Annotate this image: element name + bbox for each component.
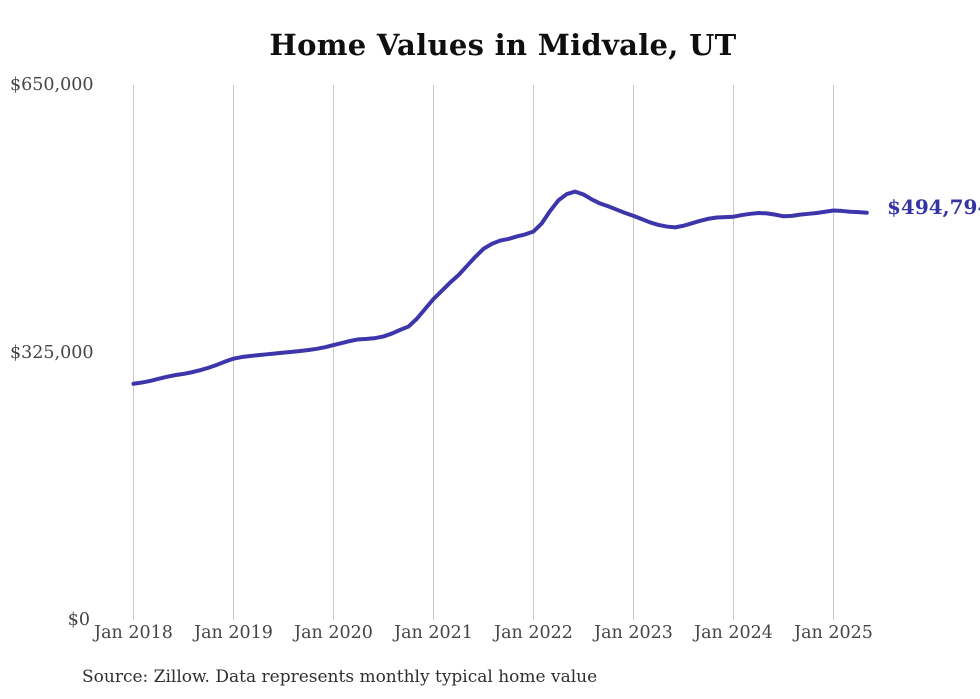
x-tick-label: Jan 2022 [494,623,573,643]
y-tick-label: $650,000 [10,75,94,95]
x-tick-label: Jan 2018 [94,623,173,643]
home-value-line [131,189,869,386]
x-tick-label: Jan 2021 [394,623,473,643]
x-tick-label: Jan 2025 [794,623,873,643]
y-tick-label: $325,000 [10,342,94,363]
x-tick-label: Jan 2019 [194,623,273,643]
gridlines [133,85,834,620]
x-tick-label: Jan 2024 [694,623,773,643]
y-tick-label: $0 [67,610,90,630]
chart-title: Home Values in Midvale, UT [269,28,737,62]
x-tick-label: Jan 2023 [594,623,673,643]
x-tick-label: Jan 2020 [294,623,373,643]
latest-value-label: $494,794 [887,195,980,219]
source-note: Source: Zillow. Data represents monthly … [82,667,598,687]
